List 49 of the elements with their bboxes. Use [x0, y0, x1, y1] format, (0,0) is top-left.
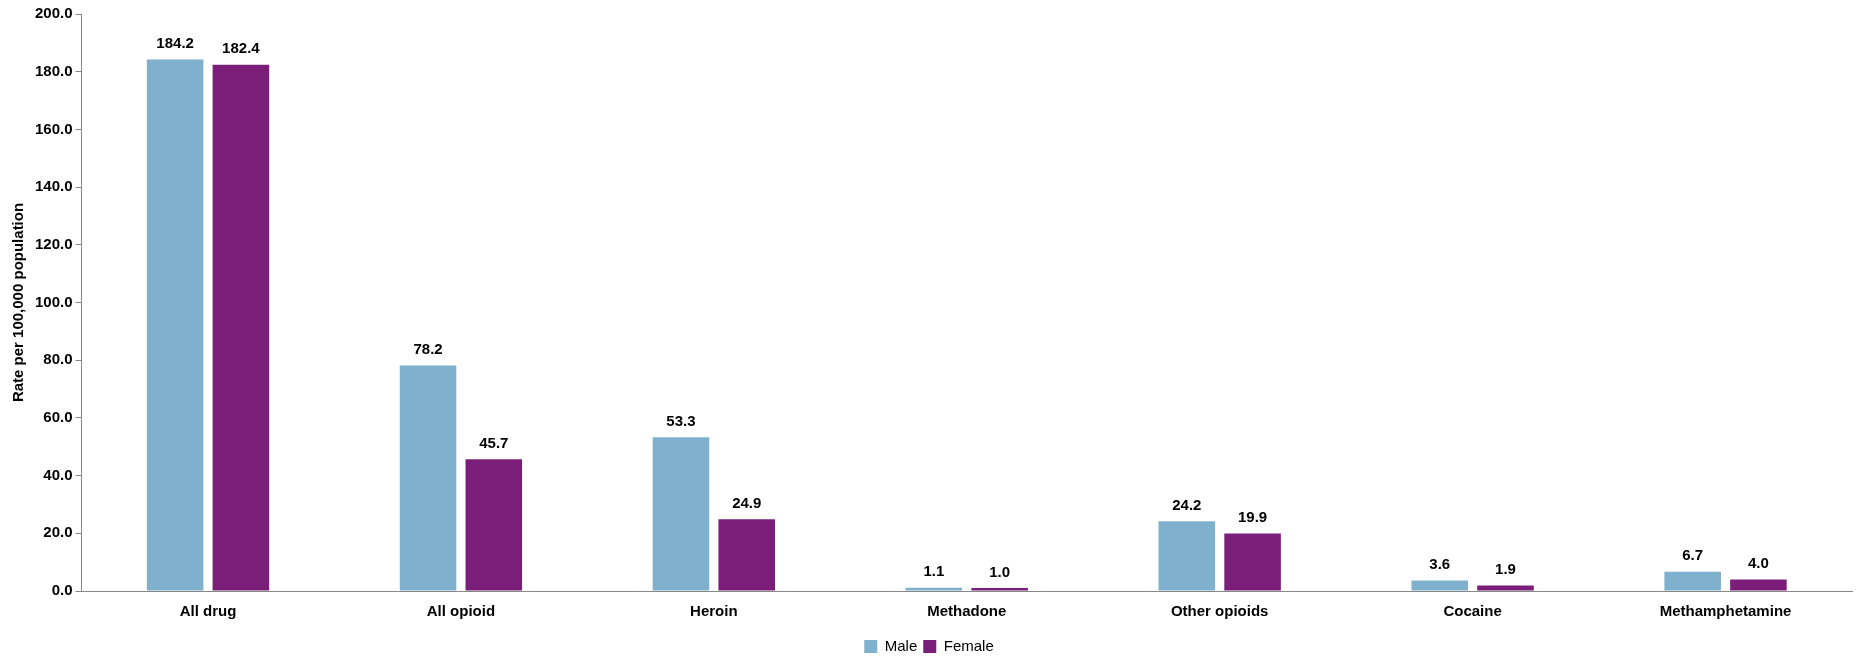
data-label: 1.0 — [989, 562, 1011, 580]
y-tick-label: 20.0 — [43, 523, 73, 541]
x-tick-label: All opioid — [426, 602, 496, 620]
y-tick-label: 60.0 — [43, 408, 73, 426]
bar — [465, 459, 523, 591]
data-label: 19.9 — [1237, 508, 1268, 526]
legend-label: Male — [884, 636, 918, 654]
bar — [1664, 571, 1721, 591]
x-tick-label: Other opioids — [1170, 602, 1269, 620]
data-label: 1.9 — [1495, 560, 1516, 578]
bar — [212, 64, 270, 591]
bar — [905, 587, 963, 591]
data-label: 6.7 — [1682, 546, 1704, 564]
y-tick-label: 200.0 — [34, 4, 73, 22]
data-label: 24.2 — [1172, 495, 1202, 513]
bar — [146, 59, 204, 591]
bar — [1730, 579, 1787, 591]
data-label: 53.3 — [666, 411, 696, 429]
bar — [971, 588, 1028, 591]
data-label: 3.6 — [1429, 555, 1451, 573]
bar — [652, 437, 710, 591]
data-label: 78.2 — [413, 340, 443, 358]
y-tick-label: 120.0 — [34, 234, 73, 252]
bar — [1224, 533, 1281, 591]
x-tick-label: Heroin — [690, 602, 738, 620]
bar — [1477, 585, 1534, 591]
y-tick-label: 180.0 — [34, 61, 73, 79]
y-tick-label: 140.0 — [34, 177, 73, 195]
y-tick-label: 80.0 — [43, 350, 73, 368]
x-tick-label: Cocaine — [1443, 602, 1502, 620]
data-label: 184.2 — [156, 34, 194, 52]
y-tick-label: 160.0 — [34, 119, 73, 137]
y-tick-label: 100.0 — [34, 292, 73, 310]
bar — [718, 519, 775, 591]
data-label: 4.0 — [1747, 554, 1769, 572]
x-tick-label: Methadone — [927, 602, 1007, 620]
data-label: 1.1 — [923, 562, 945, 580]
y-tick-label: 0.0 — [51, 581, 73, 599]
bar — [1158, 521, 1216, 591]
bar — [1411, 580, 1469, 591]
x-tick-label: Methamphetamine — [1659, 602, 1792, 620]
bar — [399, 365, 457, 591]
legend-label: Female — [943, 636, 994, 654]
data-label: 182.4 — [222, 39, 261, 57]
y-axis-title: Rate per 100,000 population — [9, 202, 27, 403]
y-tick-label: 40.0 — [43, 465, 73, 483]
x-tick-label: All drug — [179, 602, 237, 620]
data-label: 45.7 — [479, 433, 509, 451]
data-label: 24.9 — [732, 493, 762, 511]
